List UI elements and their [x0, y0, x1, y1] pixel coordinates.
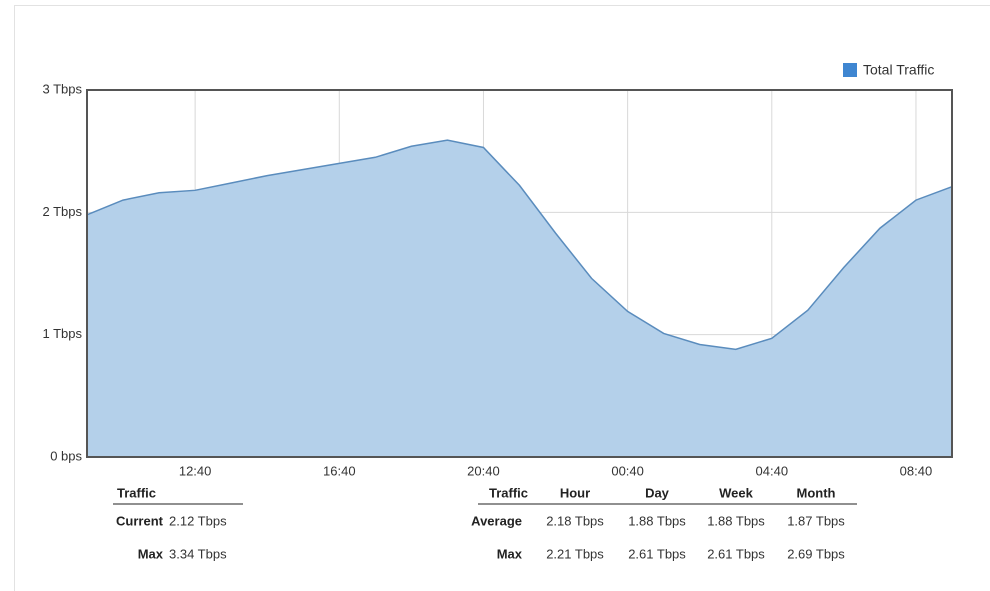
table-header: Hour: [560, 485, 590, 500]
x-tick-label: 20:40: [467, 463, 500, 478]
table-header: Traffic: [117, 485, 156, 500]
table-header: Week: [719, 485, 753, 500]
x-tick-label: 00:40: [611, 463, 644, 478]
row-label: Average: [471, 513, 522, 528]
cell: 3.34 Tbps: [169, 546, 227, 561]
x-tick-label: 08:40: [900, 463, 933, 478]
legend-swatch: [843, 63, 857, 77]
y-tick-label: 3 Tbps: [42, 81, 82, 96]
y-tick-label: 0 bps: [50, 448, 82, 463]
cell: 2.18 Tbps: [546, 513, 604, 528]
x-tick-label: 04:40: [756, 463, 789, 478]
y-tick-label: 1 Tbps: [42, 326, 82, 341]
row-label: Current: [116, 513, 164, 528]
plot-border: [86, 89, 953, 458]
cell: 2.12 Tbps: [169, 513, 227, 528]
cell: 2.21 Tbps: [546, 546, 604, 561]
table-header: Day: [645, 485, 670, 500]
table-header: Traffic: [489, 485, 528, 500]
table-header: Month: [797, 485, 836, 500]
area-line: [86, 139, 953, 351]
x-tick-label: 12:40: [179, 463, 212, 478]
cell: 2.61 Tbps: [628, 546, 686, 561]
x-tick-label: 16:40: [323, 463, 356, 478]
y-tick-label: 2 Tbps: [42, 204, 82, 219]
cell: 1.88 Tbps: [628, 513, 686, 528]
cell: 2.69 Tbps: [787, 546, 845, 561]
row-label: Max: [138, 546, 164, 561]
legend-label: Total Traffic: [863, 62, 934, 78]
cell: 1.87 Tbps: [787, 513, 845, 528]
area: [87, 140, 952, 457]
cell: 2.61 Tbps: [707, 546, 765, 561]
cell: 1.88 Tbps: [707, 513, 765, 528]
row-label: Max: [497, 546, 523, 561]
